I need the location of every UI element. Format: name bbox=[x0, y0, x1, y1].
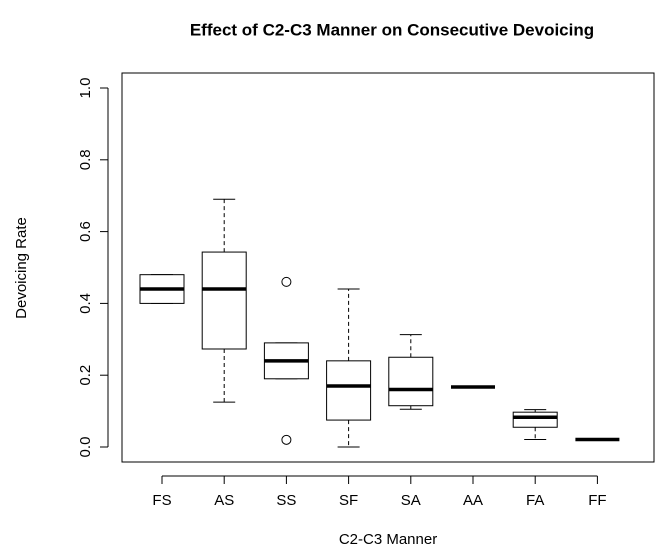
x-tick-label: FF bbox=[588, 492, 606, 509]
y-tick-label: 1.0 bbox=[77, 78, 94, 99]
y-tick-label: 0.4 bbox=[77, 293, 94, 314]
x-tick-label: FA bbox=[526, 492, 544, 509]
box bbox=[388, 356, 434, 407]
x-tick-label: SS bbox=[276, 492, 296, 509]
chart-title: Effect of C2-C3 Manner on Consecutive De… bbox=[190, 20, 594, 39]
y-axis-label: Devoicing Rate bbox=[13, 217, 30, 319]
y-tick-label: 0.6 bbox=[77, 221, 94, 242]
outlier bbox=[281, 434, 292, 445]
box bbox=[512, 411, 558, 428]
box bbox=[326, 360, 372, 421]
x-tick-label: AA bbox=[463, 492, 483, 509]
x-tick-label: FS bbox=[152, 492, 171, 509]
outlier bbox=[281, 276, 292, 287]
x-tick-label: SA bbox=[401, 492, 421, 509]
y-tick-label: 0.0 bbox=[77, 437, 94, 458]
x-tick-label: SF bbox=[339, 492, 358, 509]
plot-frame bbox=[121, 72, 655, 463]
x-tick-label: AS bbox=[214, 492, 234, 509]
x-axis-label: C2-C3 Manner bbox=[339, 531, 437, 548]
y-tick-label: 0.2 bbox=[77, 365, 94, 386]
y-tick-label: 0.8 bbox=[77, 149, 94, 170]
box bbox=[201, 251, 247, 350]
